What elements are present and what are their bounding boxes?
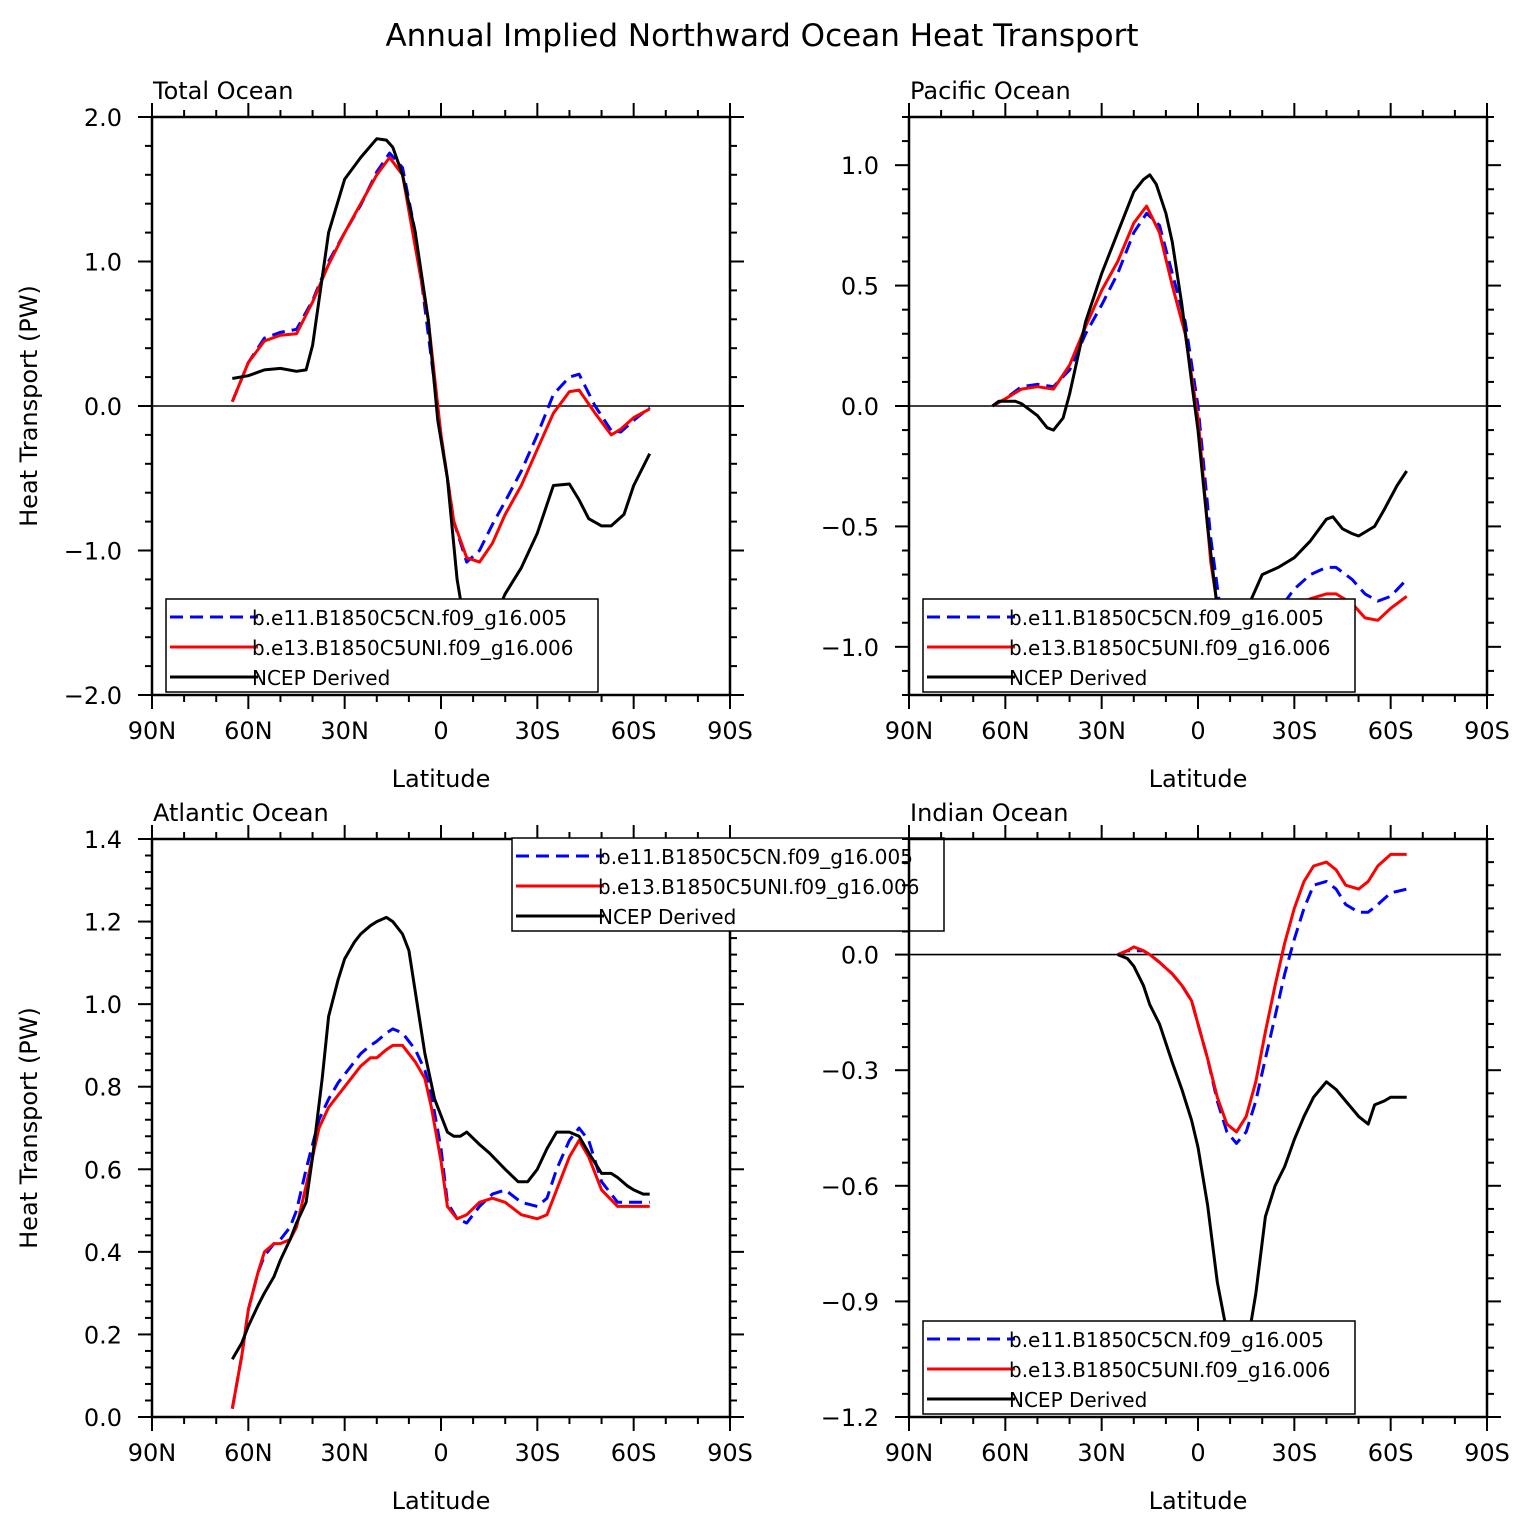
x-tick-label: 30S: [1271, 717, 1317, 745]
legend-label: b.e13.B1850C5UNI.f09_g16.006: [1009, 636, 1331, 660]
y-tick-label: 0.0: [841, 942, 879, 970]
y-tick-label: −1.0: [821, 634, 879, 662]
legend-label: b.e11.B1850C5CN.f09_g16.005: [1009, 606, 1324, 630]
y-tick-label: 0.5: [841, 273, 879, 301]
x-tick-label: 60N: [224, 1439, 273, 1467]
legend-label: NCEP Derived: [598, 905, 736, 929]
x-tick-label: 0: [433, 1439, 448, 1467]
series-line-2: [231, 915, 650, 1360]
legend-label: b.e13.B1850C5UNI.f09_g16.006: [1009, 1358, 1331, 1382]
panel-atlantic-ocean: Atlantic Ocean 90N 60N 30N 0 30S 60S 90S 1.4 1.2 1…: [15, 799, 753, 1515]
x-tick-label: 30N: [320, 1439, 369, 1467]
y-tick-label: 0.2: [84, 1321, 122, 1349]
series-line-2: [991, 173, 1408, 630]
y-axis-label: Heat Transport (PW): [15, 1007, 43, 1249]
x-tick-label: 60N: [981, 1439, 1030, 1467]
x-tick-label: 90N: [128, 717, 177, 745]
legend: b.e11.B1850C5CN.f09_g16.005 b.e13.B1850C5…: [511, 837, 945, 932]
x-tick-label: 60N: [224, 717, 273, 745]
y-tick-label: −0.6: [821, 1173, 879, 1201]
y-tick-label: 0.6: [84, 1156, 122, 1184]
x-tick-label: 0: [1190, 717, 1205, 745]
legend-label: NCEP Derived: [1009, 1388, 1147, 1412]
y-tick-label: 0.4: [84, 1239, 122, 1267]
panel-title: Total Ocean: [152, 77, 293, 105]
x-tick-label: 90S: [1464, 717, 1510, 745]
y-tick-label: 1.0: [841, 152, 879, 180]
x-tick-label: 30S: [514, 1439, 560, 1467]
x-tick-label: 90N: [885, 1439, 934, 1467]
legend-label: b.e11.B1850C5CN.f09_g16.005: [252, 606, 567, 630]
x-tick-label: 30N: [320, 717, 369, 745]
x-tick-label: 60S: [611, 717, 657, 745]
y-tick-label: 1.2: [84, 909, 122, 937]
x-axis-label: Latitude: [392, 765, 491, 793]
y-tick-label: −0.3: [821, 1057, 879, 1085]
x-tick-label: 60S: [611, 1439, 657, 1467]
x-tick-label: 90S: [707, 1439, 753, 1467]
panel-total-ocean: Total Ocean 90N 60N 30N 0 30S 60S 90S 2.0 1.0 0.0 −…: [15, 77, 753, 793]
panel-title: Indian Ocean: [910, 799, 1069, 827]
x-tick-label: 30N: [1077, 1439, 1126, 1467]
series-line-2: [1117, 953, 1407, 1361]
y-tick-label: 2.0: [84, 104, 122, 132]
legend-label: NCEP Derived: [1009, 666, 1147, 690]
x-tick-label: 90S: [1464, 1439, 1510, 1467]
panel-pacific-ocean: Pacific Ocean 90N 60N 30N 0 30S 60S 90S 1.0 0.5 0.…: [821, 77, 1510, 793]
legend-label: NCEP Derived: [252, 666, 390, 690]
y-tick-label: 0.0: [84, 393, 122, 421]
x-axis-label: Latitude: [1149, 1487, 1248, 1515]
figure-title: Annual Implied Northward Ocean Heat Tran…: [385, 18, 1138, 54]
panel-indian-ocean: Indian Ocean 90N 60N 30N 0 30S 60S 90S 0.0 −0.3 −0…: [821, 799, 1510, 1515]
panel-title: Pacific Ocean: [910, 77, 1071, 105]
x-tick-label: 0: [433, 717, 448, 745]
legend-label: b.e13.B1850C5UNI.f09_g16.006: [252, 636, 574, 660]
x-tick-label: 30N: [1077, 717, 1126, 745]
legend: b.e11.B1850C5CN.f09_g16.005 b.e13.B1850C5…: [922, 598, 1356, 693]
panel-title: Atlantic Ocean: [153, 799, 329, 827]
x-tick-label: 60S: [1368, 717, 1414, 745]
x-tick-label: 90N: [885, 717, 934, 745]
series-line-1: [1117, 852, 1407, 1134]
series-line-0: [230, 1027, 650, 1409]
legend: b.e11.B1850C5CN.f09_g16.005 b.e13.B1850C5…: [922, 1320, 1356, 1415]
y-tick-label: 1.0: [84, 249, 122, 277]
y-tick-label: −2.0: [64, 682, 122, 710]
x-tick-label: 60N: [981, 717, 1030, 745]
series-line-2: [232, 137, 652, 645]
x-axis-label: Latitude: [1149, 765, 1248, 793]
legend-label: b.e11.B1850C5CN.f09_g16.005: [1009, 1328, 1324, 1352]
x-axis-label: Latitude: [392, 1487, 491, 1515]
y-tick-label: −1.2: [821, 1404, 879, 1432]
y-tick-label: 0.0: [84, 1404, 122, 1432]
y-tick-label: 1.0: [84, 991, 122, 1019]
y-tick-label: −0.9: [821, 1288, 879, 1316]
series-line-0: [991, 211, 1408, 673]
legend: b.e11.B1850C5CN.f09_g16.005 b.e13.B1850C5…: [165, 598, 599, 693]
y-axis-label: Heat Transport (PW): [15, 285, 43, 527]
x-tick-label: 30S: [1271, 1439, 1317, 1467]
y-tick-label: 0.8: [84, 1074, 122, 1102]
legend-label: b.e13.B1850C5UNI.f09_g16.006: [598, 875, 920, 899]
x-tick-label: 90S: [707, 717, 753, 745]
x-tick-label: 0: [1190, 1439, 1205, 1467]
y-tick-label: −1.0: [64, 538, 122, 566]
x-tick-label: 60S: [1368, 1439, 1414, 1467]
legend-label: b.e11.B1850C5CN.f09_g16.005: [598, 845, 913, 869]
x-tick-label: 90N: [128, 1439, 177, 1467]
y-tick-label: 1.4: [84, 826, 122, 854]
y-tick-label: −0.5: [821, 513, 879, 541]
x-tick-label: 30S: [514, 717, 560, 745]
y-tick-label: 0.0: [841, 393, 879, 421]
